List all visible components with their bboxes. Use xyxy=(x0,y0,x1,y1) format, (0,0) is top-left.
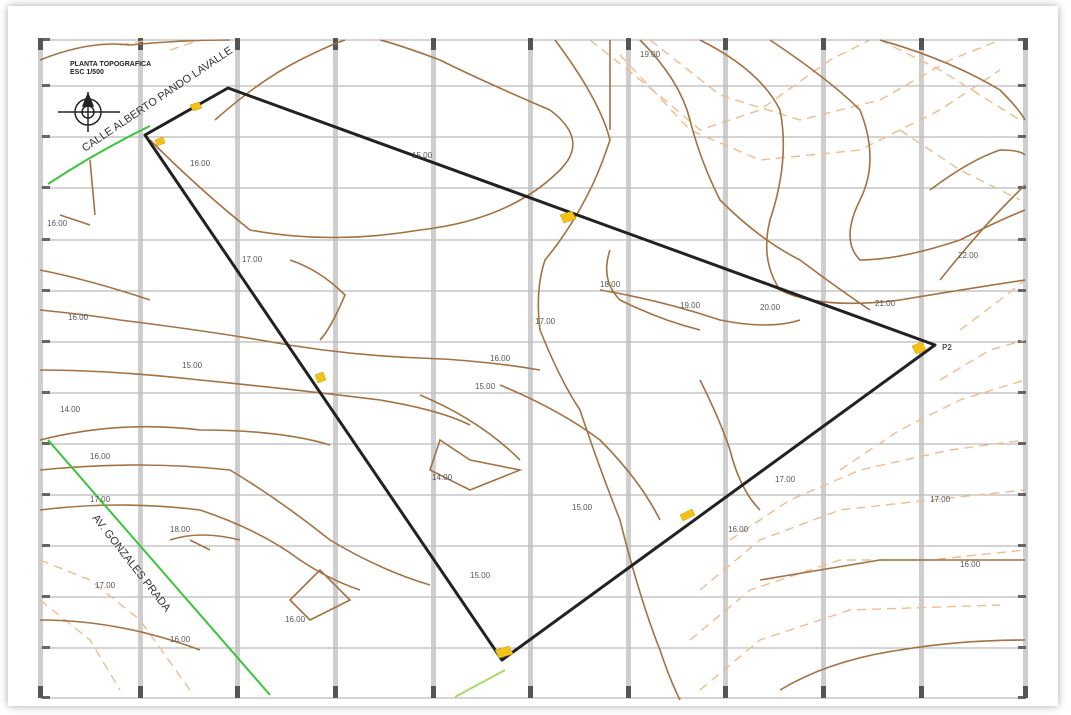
contour-label: 15.00 xyxy=(470,571,491,580)
grid-line-vertical xyxy=(235,40,240,698)
grid-tick xyxy=(431,38,436,50)
grid-tick xyxy=(723,38,728,50)
grid-tick xyxy=(1018,544,1026,547)
contour-label: 17.00 xyxy=(242,255,263,264)
grid-tick xyxy=(821,686,826,698)
grid-tick xyxy=(1018,84,1026,87)
grid-tick xyxy=(42,544,50,547)
vertex-label: P2 xyxy=(942,343,952,352)
street-edges xyxy=(47,125,506,698)
grid-line-vertical xyxy=(821,40,826,698)
grid-line-vertical xyxy=(138,40,143,698)
grid-tick xyxy=(626,38,631,50)
grid-tick xyxy=(528,686,533,698)
street-name-bottom: AV. GONZALES PRADA xyxy=(90,512,174,614)
grid-tick xyxy=(1018,442,1026,445)
grid-tick xyxy=(723,686,728,698)
contour-label: 17.00 xyxy=(535,317,556,326)
grid-tick xyxy=(1018,391,1026,394)
contour-label: 16.00 xyxy=(170,635,191,644)
grid-line-vertical xyxy=(626,40,631,698)
grid-tick xyxy=(431,686,436,698)
contour-label: 17.00 xyxy=(930,495,951,504)
grid-tick xyxy=(1023,38,1028,50)
title-block: PLANTA TOPOGRAFICA ESC 1/500 xyxy=(70,61,151,76)
grid-tick xyxy=(1018,38,1026,41)
contour-label: 16.00 xyxy=(960,560,981,569)
contour-label: 16.00 xyxy=(285,615,306,624)
contour-label: 20.00 xyxy=(760,303,781,312)
grid-tick xyxy=(1023,686,1028,698)
contour-label: 15.00 xyxy=(572,503,593,512)
grid-tick xyxy=(42,84,50,87)
grid-tick xyxy=(1018,595,1026,598)
grid-tick xyxy=(42,186,50,189)
grid-line-vertical xyxy=(723,40,728,698)
grid-tick xyxy=(42,391,50,394)
grid-tick xyxy=(235,38,240,50)
grid-coordinate-ticks xyxy=(38,38,1028,699)
grid-tick xyxy=(42,696,50,699)
vertex-markers xyxy=(154,101,927,659)
grid-tick xyxy=(919,686,924,698)
grid-tick xyxy=(528,38,533,50)
property-boundary xyxy=(143,86,937,662)
map-title: PLANTA TOPOGRAFICA xyxy=(70,61,151,68)
contour-label: 22.00 xyxy=(958,251,979,260)
grid-line-vertical xyxy=(431,40,436,698)
contour-label: 18.00 xyxy=(170,525,191,534)
contour-label: 14.00 xyxy=(432,473,453,482)
contour-label: 14.00 xyxy=(60,405,81,414)
contour-label: 16.00 xyxy=(728,525,749,534)
contour-label: 16.00 xyxy=(90,452,111,461)
grid-tick xyxy=(821,38,826,50)
grid-line-vertical xyxy=(38,40,43,698)
contour-label: 16.00 xyxy=(190,159,211,168)
grid-tick xyxy=(1018,493,1026,496)
grid-tick xyxy=(42,595,50,598)
grid-line-vertical xyxy=(919,40,924,698)
grid-tick xyxy=(38,686,43,698)
grid-tick xyxy=(1018,135,1026,138)
map-scale: ESC 1/500 xyxy=(70,69,104,76)
grid-tick xyxy=(42,238,50,241)
contour-label: 17.00 xyxy=(95,581,116,590)
grid-tick xyxy=(42,646,50,649)
grid-tick xyxy=(42,38,50,41)
grid-tick xyxy=(1018,646,1026,649)
contour-label: 17.00 xyxy=(775,475,796,484)
contour-label: 15.00 xyxy=(182,361,203,370)
grid-tick xyxy=(1018,289,1026,292)
contour-label: 18.00 xyxy=(600,280,621,289)
grid-tick xyxy=(235,686,240,698)
grid-tick xyxy=(138,686,143,698)
dashed-contours xyxy=(39,39,1026,691)
grid-tick xyxy=(42,442,50,445)
contour-label: 21.00 xyxy=(875,299,896,308)
grid-tick xyxy=(42,493,50,496)
north-arrow-icon xyxy=(58,92,120,132)
grid-tick xyxy=(333,686,338,698)
contour-label: 19.00 xyxy=(680,301,701,310)
contour-label: 19.00 xyxy=(640,50,661,59)
grid-tick xyxy=(919,38,924,50)
grid-tick xyxy=(626,686,631,698)
contour-lines xyxy=(39,39,1026,701)
grid-line-vertical xyxy=(333,40,338,698)
contour-labels: 16.00 15.00 16.00 17.00 16.00 15.00 14.0… xyxy=(47,50,981,644)
grid-tick xyxy=(1018,696,1026,699)
contour-label: 16.00 xyxy=(68,313,89,322)
contour-label: 15.00 xyxy=(475,382,496,391)
grid-tick xyxy=(1018,238,1026,241)
grid-tick xyxy=(42,289,50,292)
grid-tick xyxy=(42,340,50,343)
contour-label: 17.00 xyxy=(90,495,111,504)
contour-label: 15.00 xyxy=(412,151,433,160)
contour-label: 16.00 xyxy=(47,219,68,228)
grid-tick xyxy=(38,38,43,50)
grid-line-vertical xyxy=(1023,40,1028,698)
contour-label: 16.00 xyxy=(490,354,511,363)
grid-tick xyxy=(42,135,50,138)
